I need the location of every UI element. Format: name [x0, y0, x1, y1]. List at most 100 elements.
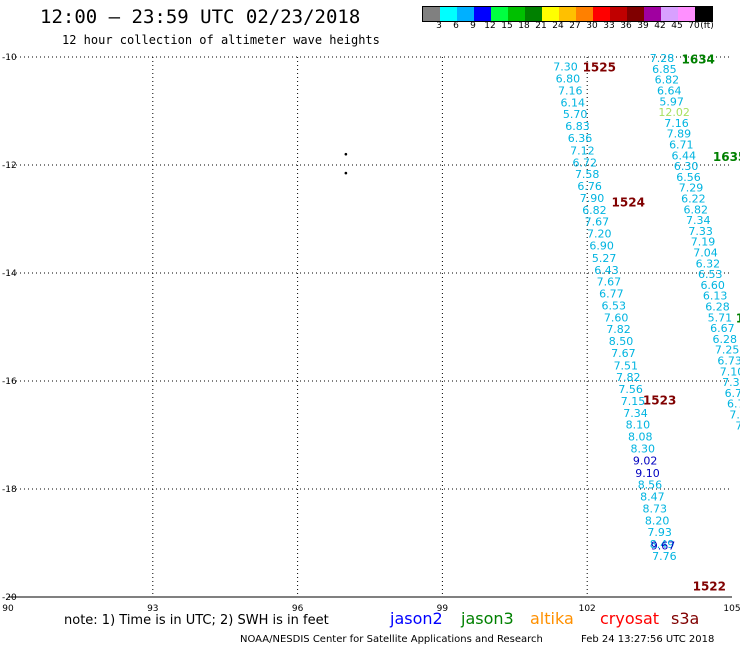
wave-height-value: 6.36: [568, 132, 593, 145]
legend-swatch: [440, 7, 457, 21]
wave-height-value: 9.67: [651, 540, 676, 553]
wave-height-value: 7.89: [667, 128, 692, 141]
pass-time-label: 1524: [612, 196, 645, 210]
legend-tick-label: 12: [484, 21, 496, 31]
wave-height-value: 7.82: [606, 323, 631, 336]
y-tick-label: -14: [2, 269, 17, 279]
footer-credit: NOAA/NESDIS Center for Satellite Applica…: [240, 634, 543, 645]
wave-height-value: 6.64: [657, 84, 682, 97]
wave-height-value: 7.04: [693, 246, 718, 259]
legend-swatch: [508, 7, 525, 21]
footer-timestamp: Feb 24 13:27:56 UTC 2018: [581, 634, 715, 645]
satellite-label-jason2: jason2: [390, 609, 443, 628]
wave-height-value: 7.28: [650, 52, 675, 65]
x-tick-label: 93: [147, 604, 158, 614]
wave-height-value: 6.56: [676, 171, 701, 184]
wave-height-value: 6.82: [582, 204, 607, 217]
wave-height-value: 7.29: [679, 182, 704, 195]
legend-tick-label: 39: [637, 21, 649, 31]
wave-height-value: 7.25: [715, 344, 740, 357]
wave-height-value: 8.10: [626, 419, 651, 432]
wave-height-value: 7.16: [664, 117, 689, 130]
wave-height-value: 6.71: [669, 138, 694, 151]
stray-point: [344, 171, 348, 175]
wave-height-value: 6.13: [703, 290, 728, 303]
wave-height-value: 7.33: [688, 225, 713, 238]
wave-height-value: 7.67: [611, 347, 636, 360]
x-tick-label: 102: [579, 604, 596, 614]
wave-height-value: 7.12: [570, 144, 595, 157]
stray-point: [344, 152, 348, 156]
wave-height-value: 6.53: [601, 299, 626, 312]
wave-height-value: 8.50: [609, 335, 634, 348]
wave-height-value: 7.51: [614, 359, 639, 372]
legend-swatch: [525, 7, 542, 21]
y-tick-label: -18: [2, 485, 17, 495]
wave-height-value: 6.28: [705, 300, 730, 313]
legend-swatch: [644, 7, 661, 21]
chart-subtitle: 12 hour collection of altimeter wave hei…: [62, 33, 380, 47]
wave-height-value: 9.02: [633, 454, 658, 467]
wave-height-value: 6.60: [700, 279, 725, 292]
legend-tick-label: 3: [436, 21, 442, 31]
legend-swatch: [474, 7, 491, 21]
color-legend-bar: [422, 6, 713, 22]
wave-height-value: 7.30: [553, 61, 578, 74]
wave-height-value: 6.90: [589, 239, 614, 252]
wave-height-value: 6.73: [717, 354, 740, 367]
pass-time-label: 1522: [693, 580, 726, 594]
wave-height-value: 7.34: [623, 407, 648, 420]
legend-tick-label: 6: [453, 21, 459, 31]
legend-swatch: [559, 7, 576, 21]
legend-tick-label: 27: [569, 21, 581, 31]
wave-height-value: 7.10: [720, 365, 740, 378]
satellite-label-s3a: s3a: [671, 609, 700, 628]
wave-height-value: 6.82: [684, 203, 709, 216]
wave-height-value: 7.20: [729, 408, 740, 421]
satellite-label-cryosat: cryosat: [600, 609, 660, 628]
wave-height-value: 12.02: [658, 106, 690, 119]
wave-height-value: 6.14: [560, 96, 585, 109]
y-tick-label: -10: [2, 53, 17, 63]
wave-height-value: 9.10: [635, 467, 660, 480]
wave-height-value: 7.58: [575, 168, 600, 181]
legend-swatch: [610, 7, 627, 21]
legend-tick-label: 21: [535, 21, 547, 31]
legend-tick-label: 70: [688, 21, 700, 31]
legend-swatch: [542, 7, 559, 21]
legend-unit: (ft): [700, 21, 714, 31]
wave-height-value: 5.27: [592, 252, 617, 265]
y-tick-label: -12: [2, 161, 17, 171]
pass-time-label: 1635: [713, 150, 740, 164]
wave-height-value: 7.67: [597, 276, 622, 289]
legend-tick-label: 36: [620, 21, 632, 31]
wave-height-value: 8.49: [650, 538, 675, 551]
legend-swatch: [576, 7, 593, 21]
y-tick-label: -16: [2, 377, 17, 387]
wave-height-value: 6.76: [577, 180, 602, 193]
wave-height-value: 6.32: [696, 257, 721, 270]
wave-height-value: 7.16: [558, 84, 583, 97]
satellite-label-altika: altika: [530, 609, 574, 628]
pass-time-label: 16: [736, 311, 740, 325]
wave-height-value: 6.72: [573, 156, 598, 169]
wave-height-value: 7.82: [616, 371, 641, 384]
legend-tick-label: 24: [552, 21, 564, 31]
pass-time-label: 1523: [643, 393, 676, 407]
wave-height-value: 6.82: [655, 74, 680, 87]
legend-tick-label: 30: [586, 21, 598, 31]
wave-height-value: 7.67: [585, 216, 610, 229]
wave-height-value: 7.90: [580, 192, 605, 205]
wave-height-value: 6.67: [710, 322, 735, 335]
legend-swatch: [593, 7, 610, 21]
wave-height-value: 7.34: [686, 214, 711, 227]
wave-height-value: 8.08: [628, 431, 653, 444]
legend-tick-label: 9: [470, 21, 476, 31]
x-tick-label: 96: [292, 604, 304, 614]
wave-height-value: 7.9: [735, 419, 740, 432]
wave-height-value: 6.30: [674, 160, 699, 173]
legend-tick-label: 15: [501, 21, 513, 31]
legend-swatch: [627, 7, 644, 21]
wave-height-value: 6.85: [652, 63, 677, 76]
wave-height-value: 6.43: [594, 264, 619, 277]
